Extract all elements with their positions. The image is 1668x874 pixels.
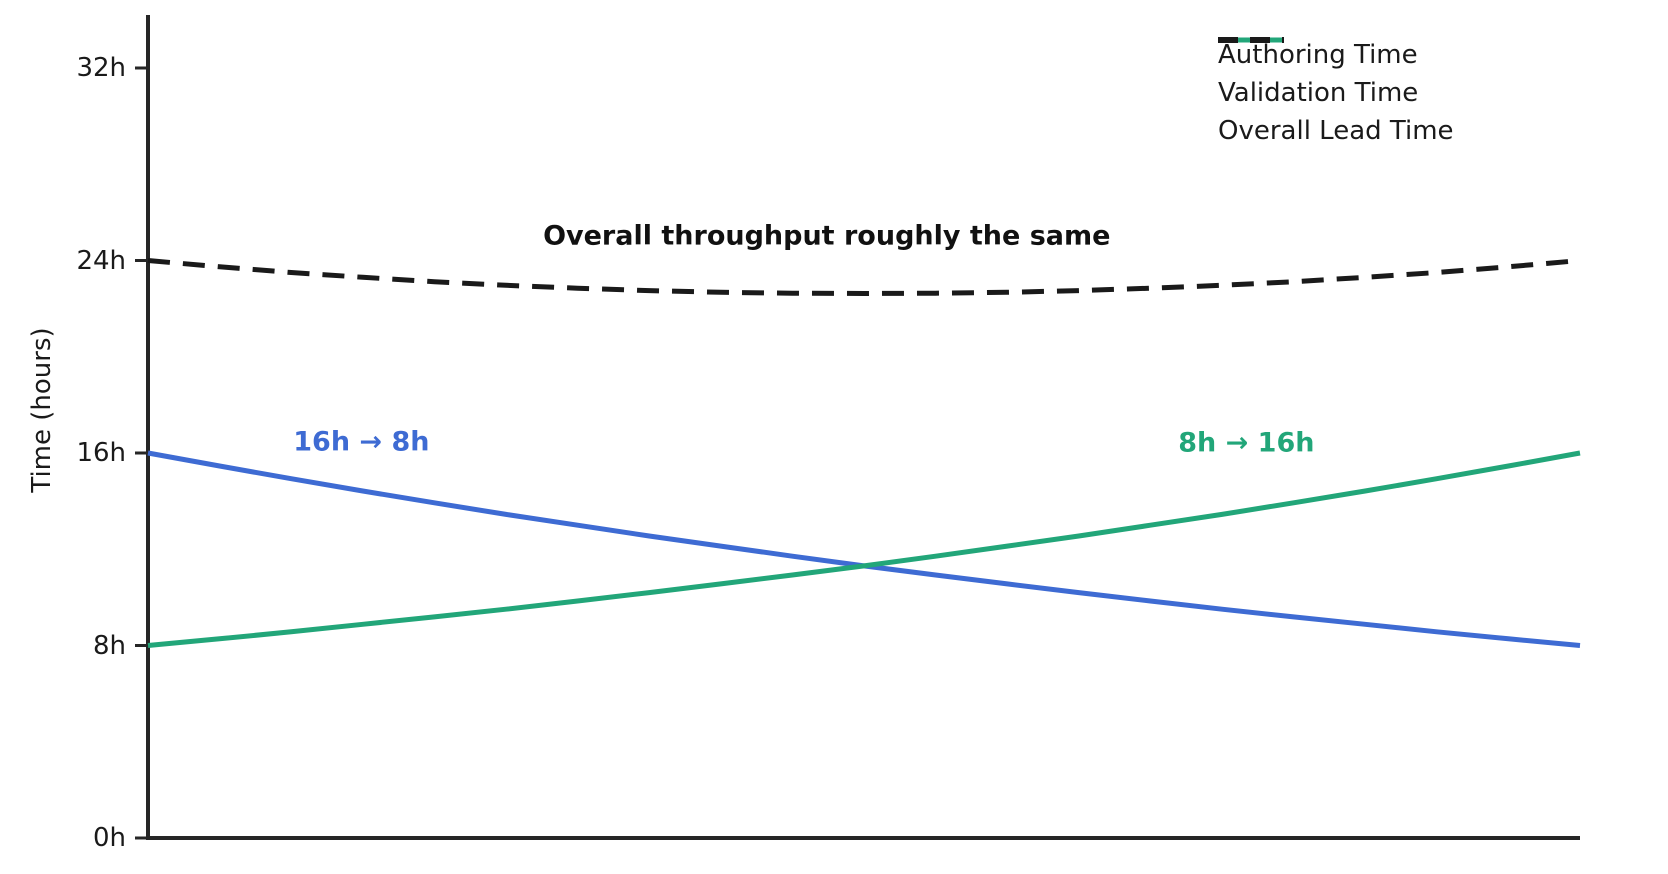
y-tick-label: 32h <box>76 53 126 83</box>
y-tick-label: 24h <box>76 245 126 276</box>
annotation-text: 16h → 8h <box>293 426 430 458</box>
legend: Authoring Time Validation Time Overall L… <box>1218 36 1454 150</box>
legend-label: Authoring Time <box>1218 40 1418 70</box>
series-line-authoring-time <box>147 450 1581 648</box>
annotation-text: Overall throughput roughly the same <box>543 220 1111 252</box>
legend-label: Overall Lead Time <box>1218 116 1454 146</box>
annotation-text: 8h → 16h <box>1178 427 1315 459</box>
series-line-overall-lead-time <box>147 258 1581 296</box>
legend-label: Validation Time <box>1218 78 1419 108</box>
y-tick-label: 8h <box>92 630 126 661</box>
legend-item-validation-time: Validation Time <box>1218 37 1454 112</box>
legend-item-authoring-time: Authoring Time <box>1218 36 1454 74</box>
y-axis-ticks <box>135 66 148 840</box>
y-tick-label: 0h <box>92 823 126 853</box>
series-lines <box>147 258 1581 648</box>
legend-item-overall-lead-time: Overall Lead Time <box>1218 37 1454 150</box>
series-line-validation-time <box>147 450 1581 648</box>
dashed-line-swatch-icon <box>1218 37 1284 43</box>
y-tick-label: 16h <box>76 438 126 468</box>
